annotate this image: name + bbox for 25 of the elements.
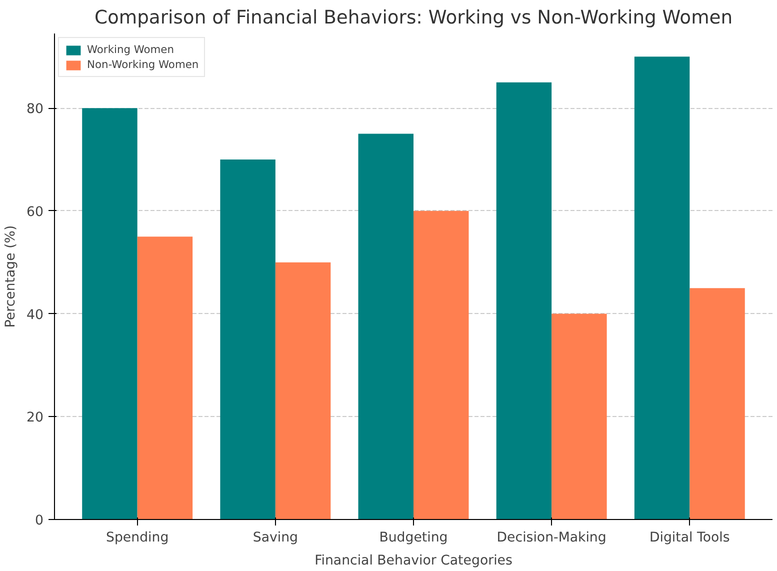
y-tick-label: 40 <box>26 308 44 323</box>
x-tick-label: Digital Tools <box>650 530 730 546</box>
bar <box>414 210 469 520</box>
x-axis-title: Financial Behavior Categories <box>314 554 512 568</box>
bar <box>275 262 331 520</box>
legend-label: Non-Working Women <box>87 58 199 71</box>
bar <box>496 82 552 520</box>
y-tick-label: 0 <box>35 514 44 528</box>
bar <box>634 56 690 520</box>
x-tick-label: Decision-Making <box>496 530 606 546</box>
legend-label: Working Women <box>87 43 174 56</box>
y-tick-label: 80 <box>26 102 44 118</box>
bar <box>690 288 745 520</box>
bar <box>552 314 607 520</box>
x-tick-label: Spending <box>106 530 169 546</box>
bar <box>137 236 193 520</box>
y-axis-title: Percentage (%) <box>4 225 19 328</box>
bar <box>358 134 414 520</box>
y-tick-label: 20 <box>26 410 44 426</box>
bar <box>82 108 138 520</box>
chart-title: Comparison of Financial Behaviors: Working vs Non-Working Women <box>94 8 733 28</box>
x-tick-label: Budgeting <box>379 530 448 546</box>
x-tick-label: Saving <box>252 530 298 546</box>
bar <box>220 160 276 520</box>
y-tick-label: 60 <box>26 204 44 220</box>
